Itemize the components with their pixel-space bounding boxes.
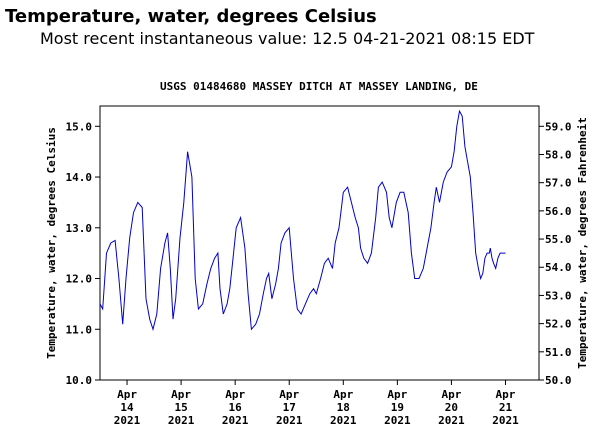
x-tick-label: 2021	[492, 414, 519, 427]
x-tick-label: 19	[391, 401, 404, 414]
left-tick-label: 14.0	[66, 171, 93, 184]
x-tick-label: Apr	[387, 388, 407, 401]
chart-title: USGS 01484680 MASSEY DITCH AT MASSEY LAN…	[160, 80, 478, 93]
left-tick-label: 15.0	[66, 120, 93, 133]
right-axis-label: Temperature, water, degrees Fahrenheit	[576, 117, 589, 369]
latest-value-text: Most recent instantaneous value: 12.5 04…	[40, 29, 535, 48]
left-axis-ticks: 10.0 11.0 12.0 13.0 14.0 15.0	[66, 120, 100, 387]
x-tick-label: Apr	[279, 388, 299, 401]
x-tick-label: 2021	[438, 414, 465, 427]
left-axis-label: Temperature, water, degrees Celsius	[45, 127, 58, 359]
right-tick-label: 58.0	[545, 148, 572, 161]
x-axis-ticks: Apr142021Apr152021Apr162021Apr172021Apr1…	[114, 380, 519, 427]
x-tick-label: 14	[120, 401, 134, 414]
right-tick-label: 54.0	[545, 261, 572, 274]
x-tick-label: 18	[337, 401, 350, 414]
x-tick-label: 2021	[114, 414, 141, 427]
x-tick-label: 2021	[330, 414, 357, 427]
x-tick-label: 2021	[222, 414, 249, 427]
plot-area	[99, 105, 540, 381]
left-tick-label: 11.0	[66, 323, 93, 336]
x-tick-label: 20	[445, 401, 458, 414]
x-tick-label: Apr	[496, 388, 516, 401]
temperature-series-line	[99, 109, 506, 332]
x-tick-label: Apr	[441, 388, 461, 401]
x-tick-label: 2021	[168, 414, 195, 427]
right-tick-label: 51.0	[545, 346, 572, 359]
right-tick-label: 52.0	[545, 318, 572, 331]
x-tick-label: 17	[283, 401, 296, 414]
left-tick-label: 12.0	[66, 273, 93, 286]
right-tick-label: 53.0	[545, 289, 572, 302]
right-tick-label: 55.0	[545, 233, 572, 246]
left-tick-label: 10.0	[66, 374, 93, 387]
x-tick-label: Apr	[171, 388, 191, 401]
x-tick-label: 15	[174, 401, 187, 414]
right-axis-ticks: 50.0 51.0 52.0 53.0 54.0 55.0 56.0 57.0 58.0 59.0	[539, 120, 572, 387]
right-tick-label: 50.0	[545, 374, 572, 387]
x-tick-label: 2021	[384, 414, 411, 427]
left-tick-label: 13.0	[66, 222, 93, 235]
right-tick-label: 57.0	[545, 177, 572, 190]
x-tick-label: 21	[499, 401, 513, 414]
x-tick-label: 16	[229, 401, 243, 414]
x-tick-label: 2021	[276, 414, 303, 427]
right-tick-label: 59.0	[545, 120, 572, 133]
x-tick-label: Apr	[225, 388, 245, 401]
x-tick-label: Apr	[117, 388, 137, 401]
page-title: Temperature, water, degrees Celsius	[5, 6, 377, 27]
x-tick-label: Apr	[333, 388, 353, 401]
right-tick-label: 56.0	[545, 205, 572, 218]
